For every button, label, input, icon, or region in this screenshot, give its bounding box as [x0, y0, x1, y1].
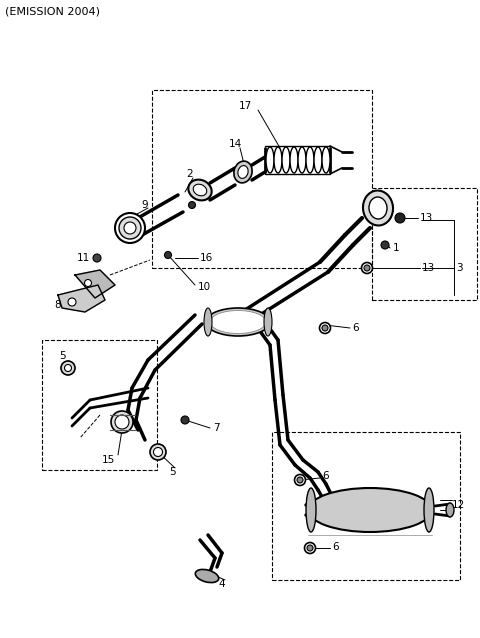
Ellipse shape [115, 213, 145, 243]
Ellipse shape [68, 298, 76, 306]
Text: 6: 6 [322, 471, 329, 481]
Text: 15: 15 [101, 455, 115, 465]
Ellipse shape [363, 191, 393, 225]
Ellipse shape [369, 197, 387, 219]
Bar [272, 432, 460, 580]
Ellipse shape [234, 161, 252, 183]
Text: 10: 10 [198, 282, 211, 292]
Text: 4: 4 [219, 579, 225, 589]
Ellipse shape [188, 180, 212, 200]
Ellipse shape [424, 488, 434, 532]
Ellipse shape [119, 217, 141, 239]
Ellipse shape [295, 475, 305, 486]
Text: 11: 11 [76, 253, 90, 263]
Text: 6: 6 [332, 542, 338, 552]
Ellipse shape [61, 361, 75, 375]
Ellipse shape [204, 308, 212, 336]
Text: 16: 16 [200, 253, 213, 263]
Ellipse shape [264, 308, 272, 336]
Ellipse shape [297, 477, 303, 483]
Bar [152, 90, 372, 268]
Text: 1: 1 [393, 243, 400, 253]
Ellipse shape [189, 202, 195, 209]
Ellipse shape [181, 416, 189, 424]
Ellipse shape [290, 147, 298, 173]
Ellipse shape [193, 184, 207, 196]
Ellipse shape [150, 444, 166, 460]
Text: 14: 14 [228, 139, 241, 149]
Ellipse shape [381, 241, 389, 249]
Text: 5: 5 [168, 467, 175, 477]
Ellipse shape [314, 147, 322, 173]
Ellipse shape [306, 147, 314, 173]
Ellipse shape [206, 308, 270, 336]
Ellipse shape [64, 364, 72, 371]
Polygon shape [75, 270, 115, 298]
Ellipse shape [395, 213, 405, 223]
Ellipse shape [306, 488, 316, 532]
Ellipse shape [364, 265, 370, 271]
Ellipse shape [210, 311, 266, 334]
Ellipse shape [124, 222, 136, 234]
Text: 2: 2 [187, 169, 193, 179]
Text: 9: 9 [142, 200, 148, 210]
Bar [42, 340, 157, 470]
Ellipse shape [165, 251, 171, 258]
Ellipse shape [115, 415, 129, 429]
Ellipse shape [274, 147, 282, 173]
Polygon shape [58, 285, 105, 312]
Ellipse shape [84, 279, 92, 286]
Text: 17: 17 [239, 101, 252, 111]
Text: 6: 6 [352, 323, 359, 333]
Text: 5: 5 [60, 351, 66, 361]
Ellipse shape [154, 447, 163, 457]
Ellipse shape [308, 488, 432, 532]
Ellipse shape [238, 166, 248, 179]
Text: 13: 13 [422, 263, 435, 273]
Ellipse shape [322, 147, 330, 173]
Ellipse shape [320, 322, 331, 334]
Text: 13: 13 [420, 213, 433, 223]
Bar [372, 188, 477, 300]
Ellipse shape [298, 147, 306, 173]
Text: 8: 8 [55, 300, 61, 310]
Ellipse shape [307, 545, 313, 551]
Text: 3: 3 [456, 263, 463, 273]
Ellipse shape [322, 325, 328, 331]
Ellipse shape [361, 262, 372, 274]
Ellipse shape [282, 147, 290, 173]
Ellipse shape [93, 254, 101, 262]
Text: (EMISSION 2004): (EMISSION 2004) [5, 7, 100, 17]
Ellipse shape [304, 542, 315, 554]
Ellipse shape [446, 503, 454, 517]
Ellipse shape [111, 411, 133, 433]
Ellipse shape [266, 147, 274, 173]
Ellipse shape [195, 570, 219, 582]
Text: 7: 7 [213, 423, 220, 433]
Text: 12: 12 [452, 500, 465, 510]
